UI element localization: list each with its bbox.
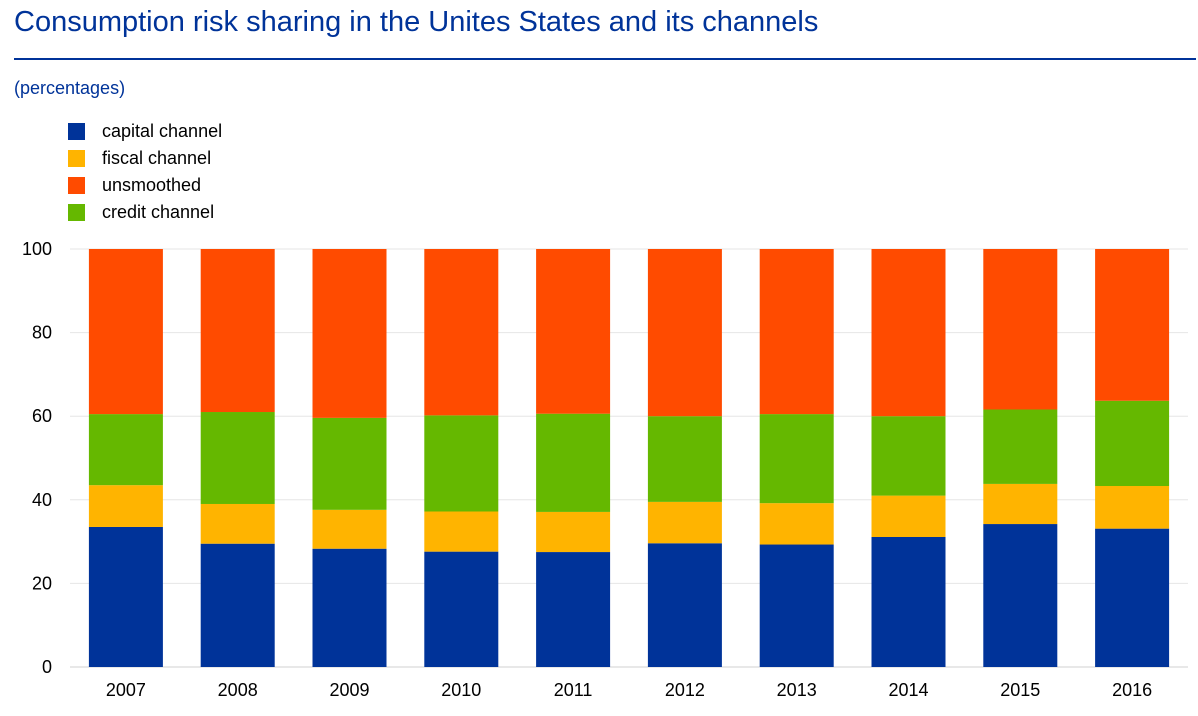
bar-fiscal-channel-2013	[759, 503, 834, 545]
bar-credit-channel-2014	[871, 416, 946, 496]
y-tick-label-60: 60	[32, 406, 52, 426]
bar-capital-channel-2009	[312, 548, 387, 667]
legend: capital channel fiscal channel unsmoothe…	[68, 118, 222, 226]
bar-unsmoothed-2010	[424, 249, 499, 416]
x-tick-label-2007: 2007	[106, 680, 146, 700]
bar-credit-channel-2010	[424, 415, 499, 512]
legend-item-unsmoothed: unsmoothed	[68, 172, 222, 199]
legend-label-fiscal-channel: fiscal channel	[102, 148, 212, 168]
x-tick-label-2015: 2015	[1000, 680, 1040, 700]
bar-capital-channel-2007	[88, 526, 163, 667]
bar-capital-channel-2012	[647, 543, 722, 667]
bar-unsmoothed-2011	[536, 249, 611, 414]
x-tick-label-2009: 2009	[329, 680, 369, 700]
bar-credit-channel-2009	[312, 417, 387, 510]
bar-unsmoothed-2007	[88, 249, 163, 415]
bar-unsmoothed-2008	[200, 249, 275, 413]
legend-label-capital-channel: capital channel	[102, 121, 223, 141]
legend-label-unsmoothed: unsmoothed	[102, 175, 202, 195]
bar-fiscal-channel-2016	[1095, 486, 1170, 529]
bar-fiscal-channel-2015	[983, 483, 1058, 525]
x-tick-label-2013: 2013	[777, 680, 817, 700]
bar-capital-channel-2010	[424, 551, 499, 667]
bar-fiscal-channel-2012	[647, 501, 722, 544]
legend-swatch-capital-channel	[68, 123, 85, 140]
bar-unsmoothed-2015	[983, 249, 1058, 410]
x-tick-label-2016: 2016	[1112, 680, 1152, 700]
y-tick-label-40: 40	[32, 490, 52, 510]
bar-capital-channel-2008	[200, 543, 275, 667]
legend-swatch-fiscal-channel	[68, 150, 85, 167]
y-tick-label-0: 0	[42, 657, 52, 677]
x-tick-label-2011: 2011	[554, 680, 593, 700]
y-tick-label-100: 100	[22, 239, 52, 259]
bar-capital-channel-2014	[871, 537, 946, 667]
bar-credit-channel-2007	[88, 414, 163, 486]
legend-item-credit-channel: credit channel	[68, 199, 222, 226]
bar-fiscal-channel-2007	[88, 485, 163, 527]
bar-credit-channel-2016	[1095, 400, 1170, 487]
bar-credit-channel-2008	[200, 412, 275, 504]
bar-fiscal-channel-2011	[536, 511, 611, 553]
x-tick-label-2008: 2008	[218, 680, 258, 700]
x-tick-label-2012: 2012	[665, 680, 705, 700]
chart-title: Consumption risk sharing in the Unites S…	[14, 6, 819, 38]
legend-swatch-credit-channel	[68, 204, 85, 221]
bar-unsmoothed-2014	[871, 249, 946, 417]
bar-credit-channel-2012	[647, 416, 722, 502]
legend-item-capital-channel: capital channel	[68, 118, 222, 145]
bar-capital-channel-2013	[759, 544, 834, 667]
x-tick-label-2014: 2014	[888, 680, 928, 700]
bar-capital-channel-2016	[1095, 528, 1170, 667]
chart-subtitle: (percentages)	[14, 78, 126, 98]
bar-fiscal-channel-2014	[871, 495, 946, 538]
legend-item-fiscal-channel: fiscal channel	[68, 145, 222, 172]
legend-label-credit-channel: credit channel	[102, 202, 215, 222]
bar-unsmoothed-2016	[1095, 249, 1170, 401]
title-divider	[14, 58, 1196, 60]
bar-unsmoothed-2013	[759, 249, 834, 415]
bar-unsmoothed-2009	[312, 249, 387, 418]
y-tick-label-20: 20	[32, 573, 52, 593]
bar-fiscal-channel-2008	[200, 503, 275, 544]
y-tick-label-80: 80	[32, 323, 52, 343]
bar-capital-channel-2015	[983, 524, 1058, 667]
x-tick-label-2010: 2010	[441, 680, 481, 700]
bar-fiscal-channel-2009	[312, 509, 387, 549]
bar-unsmoothed-2012	[647, 249, 722, 417]
bar-fiscal-channel-2010	[424, 511, 499, 552]
legend-swatch-unsmoothed	[68, 177, 85, 194]
bar-credit-channel-2013	[759, 414, 834, 504]
bar-credit-channel-2011	[536, 413, 611, 512]
bar-capital-channel-2011	[536, 552, 611, 667]
bar-credit-channel-2015	[983, 409, 1058, 484]
